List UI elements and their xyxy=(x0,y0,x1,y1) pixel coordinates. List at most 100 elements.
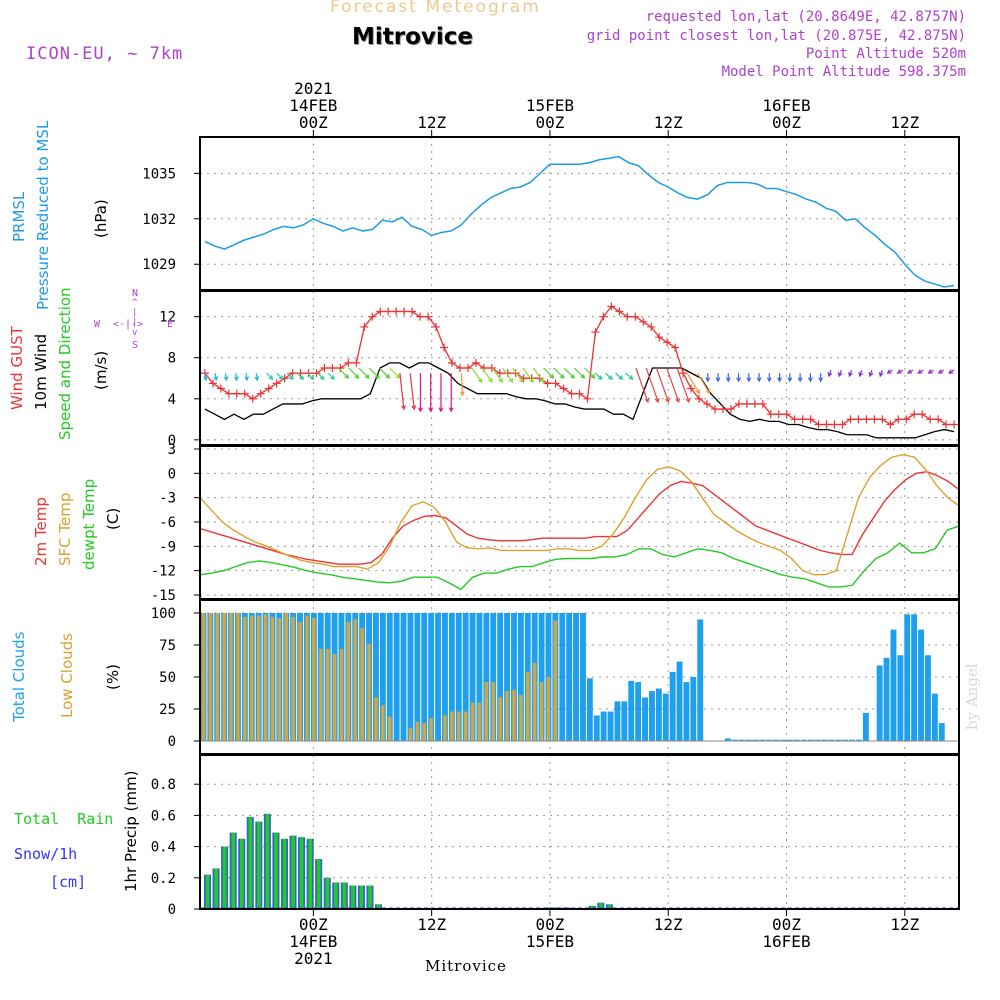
low-cloud-bar xyxy=(477,702,482,741)
wind-arrow-head xyxy=(777,377,783,383)
wind-ytick-label: 4 xyxy=(168,392,176,408)
wind-arrow-head xyxy=(244,376,249,382)
low-cloud-bar xyxy=(208,613,213,741)
total-cloud-bar xyxy=(731,739,738,741)
total-cloud-bar xyxy=(462,613,469,741)
gust-marker xyxy=(440,343,449,352)
total-cloud-bar xyxy=(483,613,490,741)
gust-marker xyxy=(798,415,807,424)
clouds-unit: (%) xyxy=(104,664,122,690)
gust-marker xyxy=(710,405,719,414)
total-cloud-bar xyxy=(442,613,448,741)
low-cloud-bar xyxy=(325,648,330,741)
low-cloud-bar xyxy=(346,621,351,741)
low-cloud-bar xyxy=(408,728,413,741)
temp-line-dewpt xyxy=(199,525,960,591)
total-cloud-bar xyxy=(511,613,517,741)
low-cloud-bar xyxy=(498,697,502,741)
top-time-label: 00Z xyxy=(772,113,801,132)
precip-bar xyxy=(299,837,304,909)
total-cloud-bar xyxy=(642,697,648,741)
gust-marker xyxy=(344,358,353,367)
gust-marker xyxy=(583,394,592,403)
total-cloud-bar xyxy=(649,691,655,741)
low-cloud-bar xyxy=(312,618,316,741)
gust-marker xyxy=(360,322,369,331)
wind-arrow-head xyxy=(896,369,902,374)
compass-arrow-ns: ^ | | v xyxy=(132,298,138,338)
gust-marker xyxy=(758,399,767,408)
wind-direction-arrow xyxy=(296,372,304,380)
wind-arrow-head xyxy=(878,372,884,378)
wind-speed-line xyxy=(204,362,955,439)
bottom-time-label: 00Z xyxy=(772,915,801,934)
wind-arrow-head xyxy=(886,369,892,374)
wind-arrow-head xyxy=(309,375,315,381)
wind-arrow-head xyxy=(254,376,260,382)
wind-direction-arrow xyxy=(615,372,623,380)
low-cloud-bar xyxy=(319,648,323,741)
dewpt-label: dewpt Temp xyxy=(80,478,98,570)
total-cloud-bar xyxy=(621,701,628,741)
low-cloud-bar xyxy=(305,615,309,741)
total-cloud-bar xyxy=(559,613,566,741)
total-cloud-bar xyxy=(566,613,573,741)
total-cloud-bar xyxy=(780,739,786,741)
precip-bar xyxy=(282,838,287,909)
low-cloud-bar xyxy=(332,653,337,741)
location-title: Mitrovice xyxy=(352,24,474,50)
temp-ytick-label: -3 xyxy=(159,491,176,507)
top-time-label: 14FEB xyxy=(289,96,337,115)
total-cloud-bar xyxy=(373,613,379,741)
total-cloud-bar xyxy=(766,739,773,741)
total-cloud-bar xyxy=(455,613,462,741)
rain-label: Total Rain xyxy=(14,810,114,828)
wind-arrow-head xyxy=(618,375,624,380)
pressure-line xyxy=(204,155,955,288)
total-cloud-bar xyxy=(607,711,614,741)
wind-direction-arrow xyxy=(697,372,711,394)
wind-arrow-head xyxy=(736,377,742,383)
gust-marker xyxy=(599,312,608,321)
compass-s: S xyxy=(132,340,139,351)
total-cloud-bar xyxy=(821,739,828,741)
low-cloud-bar xyxy=(215,613,219,741)
gust-marker xyxy=(471,358,480,367)
wind-unit: (m/s) xyxy=(92,350,110,390)
wind-arrow-head xyxy=(213,376,219,382)
bottom-time-label: 00Z xyxy=(535,915,564,934)
precip-ytick-label: 0.4 xyxy=(151,840,176,856)
compass-e: E xyxy=(167,319,174,330)
wind-label: 10m Wind xyxy=(32,333,50,410)
precip-frame xyxy=(199,754,960,910)
wind-direction-arrow xyxy=(317,372,325,380)
wind-arrow-head xyxy=(518,377,524,384)
low-cloud-bar xyxy=(236,613,240,741)
precip-bar xyxy=(265,813,270,909)
wind-direction-arrow xyxy=(543,367,555,379)
gust-marker xyxy=(814,420,823,429)
low-cloud-bar xyxy=(429,717,433,741)
gust-marker xyxy=(718,405,727,414)
wind-arrow-head xyxy=(354,373,360,379)
total-cloud-bar xyxy=(752,739,759,741)
gust-marker xyxy=(950,420,959,429)
low-cloud-bar xyxy=(450,711,454,741)
precip-bar xyxy=(607,904,612,909)
gust-marker xyxy=(264,384,273,393)
low-cloud-bar xyxy=(339,648,344,741)
wind-direction-arrow xyxy=(481,367,493,383)
gust-marker xyxy=(607,302,616,311)
wind-arrow-head xyxy=(330,375,335,381)
wind-arrow-head xyxy=(549,373,555,379)
gust-marker xyxy=(910,410,919,419)
precip-bar xyxy=(205,874,210,909)
gridpoint-coords: grid point closest lon,lat (20.875E, 42.… xyxy=(586,28,966,44)
total-cloud-bar xyxy=(573,613,579,741)
total-cloud-bar xyxy=(800,739,807,741)
wind-direction-arrow xyxy=(666,367,680,403)
wind-arrow-head xyxy=(498,377,503,384)
wind-direction-arrow xyxy=(378,367,390,379)
wind-arrow-head xyxy=(508,377,514,384)
pressure-label-1: PRMSL xyxy=(10,191,28,242)
